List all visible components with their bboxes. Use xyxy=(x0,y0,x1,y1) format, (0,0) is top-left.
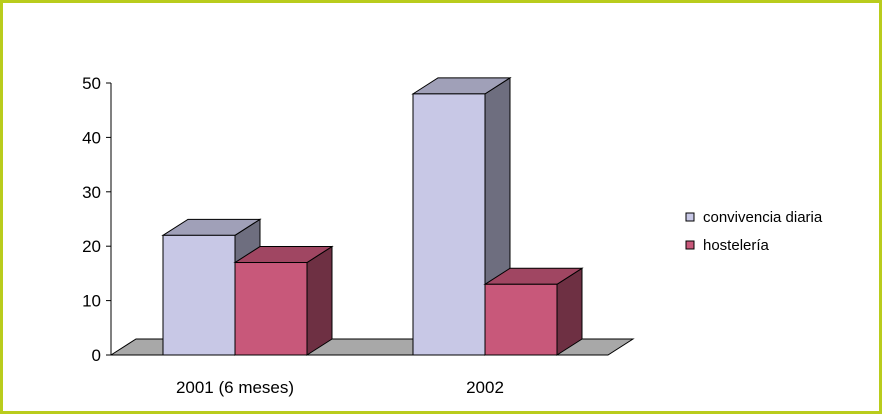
y-tick-label: 50 xyxy=(82,74,101,93)
y-tick-label: 10 xyxy=(82,292,101,311)
bar-front xyxy=(162,234,236,356)
bar-chart: 0 10 20 30 40 50 2001 (6 meses) 2002 convivenc… xyxy=(82,74,823,397)
bar-front xyxy=(412,93,486,356)
y-tick-label: 40 xyxy=(82,128,101,147)
legend-label: hostelería xyxy=(703,237,770,254)
y-tick-label: 20 xyxy=(82,237,101,256)
legend-swatch xyxy=(685,240,695,250)
legend-label: convivencia diaria xyxy=(703,209,823,226)
bar-front xyxy=(484,283,558,356)
bar-front xyxy=(234,262,308,356)
x-category-label: 2002 xyxy=(466,378,504,397)
bar-side xyxy=(306,245,333,356)
y-tick-label: 0 xyxy=(92,346,101,365)
bar xyxy=(233,245,334,356)
legend-swatch xyxy=(685,212,695,222)
x-category-label: 2001 (6 meses) xyxy=(176,378,294,397)
bar xyxy=(483,267,584,356)
y-tick-label: 30 xyxy=(82,183,101,202)
